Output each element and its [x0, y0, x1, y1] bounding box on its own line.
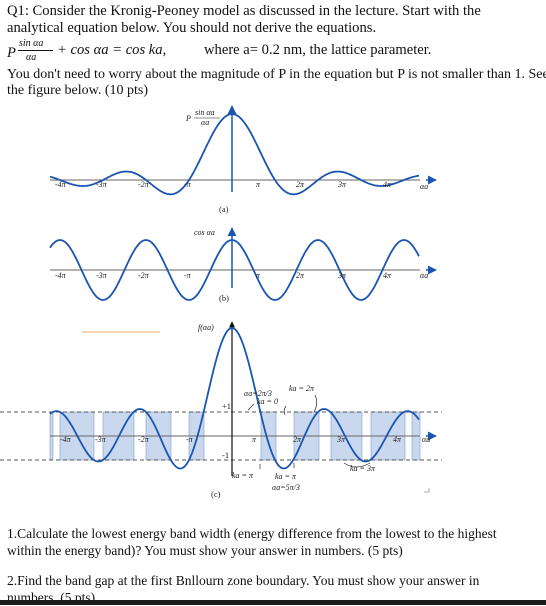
panel-b-tick-2: -2π [138, 271, 150, 280]
panel-c-tick-0: -4π [60, 435, 72, 444]
panel-b-curve [49, 239, 420, 301]
panel-a-tick-5: 2π [296, 180, 305, 189]
annotation-ka-2pi-bracket [313, 394, 318, 413]
equation-rest: + cos αa = cos ka, [57, 42, 167, 58]
panel-c-tick-1: -3π [95, 435, 107, 444]
panel-a-tick-4: π [256, 180, 261, 189]
panel-a-ylabel-num: sin αa [195, 108, 215, 117]
panel-b-tick-6: 3π [337, 271, 347, 280]
annotation-ticks [259, 463, 295, 469]
question-line-1: Q1: Consider the Kronig-Peoney model as … [7, 3, 481, 19]
question-line-2: analytical equation below. You should no… [7, 20, 377, 36]
annotation-ka-pi-left: ka = π [232, 471, 254, 480]
question-line-4: You don't need to worry about the magnit… [7, 67, 546, 82]
panel-c-tick-5: 2π [293, 435, 302, 444]
paragraph-mark-icon [424, 488, 430, 493]
fraction-bar [18, 50, 53, 51]
equation: P sin αa αa + cos αa = cos ka, where a= … [7, 37, 527, 67]
panel-b-caption: (b) [219, 293, 229, 303]
panel-c-ylabel: f(αa) [198, 323, 214, 332]
part-1-line-1: 1.Calculate the lowest energy band width… [7, 526, 497, 541]
panel-b: cos αa αa (b) -4π -3π -2π -π π 2π 3π 4π [49, 227, 437, 303]
panel-c-caption: (c) [211, 489, 221, 499]
bottom-bar [0, 600, 546, 605]
panel-b-tick-7: 4π [383, 271, 392, 280]
panel-b-tick-3: -π [184, 271, 192, 280]
panel-c: f(αa) +1 -1 αa (c) -4π -3π -2π -π π 2π 3… [0, 321, 442, 499]
panel-c-tick-4: π [252, 435, 257, 444]
panel-c-xlabel: αa [422, 435, 430, 444]
panel-b-tick-0: -4π [55, 271, 67, 280]
panel-c-plus-one: +1 [222, 401, 231, 411]
annotation-ka-3pi-bracket [343, 462, 371, 468]
panel-b-tick-4: π [256, 271, 261, 280]
annotation-aa-2pi-3: αa=2π/3 [244, 389, 272, 398]
equation-where: where a= 0.2 nm, the lattice parameter. [204, 42, 432, 58]
panel-a-ylabel-p: P [185, 114, 191, 123]
panel-b-tick-1: -3π [96, 271, 108, 280]
part-2-line-1: 2.Find the band gap at the first Bnllour… [7, 573, 480, 588]
annotation-ka-3pi: ka = 3π [350, 464, 376, 473]
panel-c-minus-one: -1 [222, 450, 229, 460]
panel-c-curve [49, 327, 420, 470]
equation-denominator: αa [26, 52, 37, 63]
panel-b-tick-5: 2π [296, 271, 305, 280]
panel-a-tick-1: -3π [96, 180, 108, 189]
panel-b-xlabel: αa [420, 271, 428, 280]
panel-a-tick-6: 3π [337, 180, 347, 189]
panel-a-caption: (a) [219, 204, 229, 214]
panel-a-tick-3: -π [184, 180, 192, 189]
annotation-ka-0: ka = 0 [257, 397, 278, 406]
panel-c-tick-7: 4π [393, 435, 402, 444]
panel-a-tick-2: -2π [138, 180, 150, 189]
panel-c-tick-2: -2π [138, 435, 150, 444]
panel-a-tick-0: -4π [55, 180, 67, 189]
kronig-penney-figure: P sin αa αa αa (a) -4π -3π -2π -π π 2π 3… [0, 105, 442, 499]
panel-c-tick-6: 3π [336, 435, 346, 444]
panel-a-xlabel: αa [420, 182, 428, 191]
annotation-ka-0-bracket [283, 405, 287, 416]
annotation-aa-5pi-3: αa=5π/3 [272, 483, 300, 492]
panel-a: P sin αa αa αa (a) -4π -3π -2π -π π 2π 3… [49, 105, 437, 214]
annotation-pointer [247, 403, 255, 411]
part-1-line-2: within the energy band)? You must show y… [7, 543, 403, 558]
equation-p: P [7, 45, 16, 61]
panel-a-ylabel-den: αa [201, 118, 209, 127]
annotation-ka-2pi: ka = 2π [289, 384, 315, 393]
panel-a-curve [49, 113, 420, 196]
annotation-ka-pi-right: ka = π [275, 472, 297, 481]
panel-a-tick-7: 4π [383, 180, 392, 189]
equation-numerator: sin αa [19, 38, 44, 49]
panel-c-tick-3: -π [186, 435, 194, 444]
question-line-5: the figure below. (10 pts) [7, 83, 148, 98]
panel-b-ylabel: cos αa [194, 228, 215, 237]
